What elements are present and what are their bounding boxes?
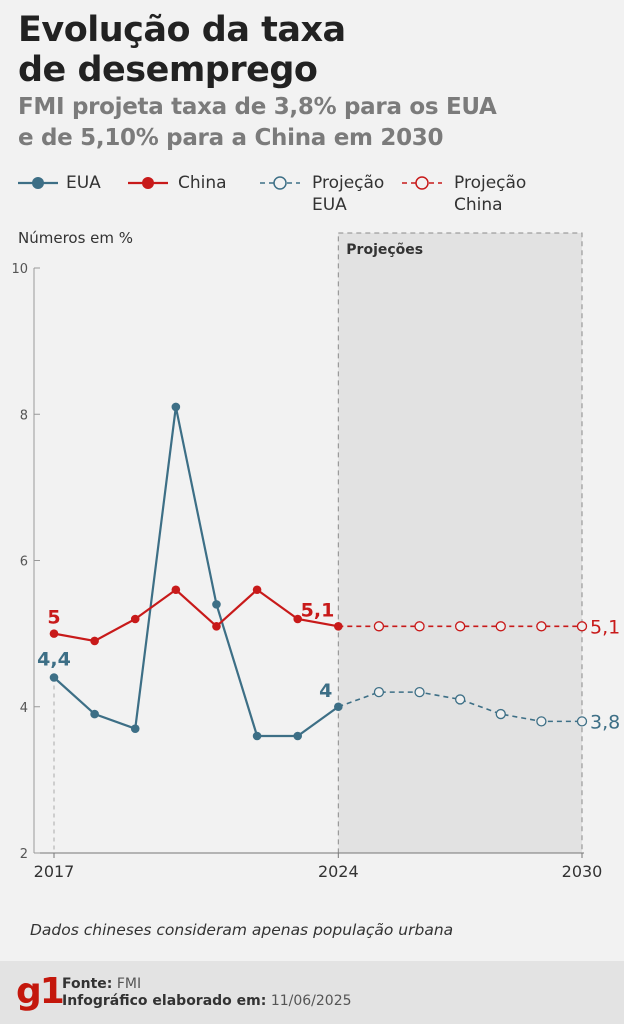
g1-logo: g1 (16, 971, 65, 1012)
source-line: Fonte: FMI (62, 976, 141, 992)
data-label-china: 5,1 (301, 599, 335, 621)
subtitle-line-1: FMI projeta taxa de 3,8% para os EUA (18, 94, 497, 120)
data-point (414, 686, 425, 698)
x-tick-label: 2017 (34, 862, 75, 881)
data-point (414, 621, 425, 632)
title-line-1: Evolução da taxa (18, 10, 346, 50)
chart-subtitle: FMI projeta taxa de 3,8% para os EUA e d… (18, 92, 618, 154)
data-point (536, 716, 547, 727)
made-label: Infográfico elaborado em: (62, 993, 267, 1009)
chart-title: Evolução da taxa de desemprego (18, 10, 608, 90)
source-value: FMI (116, 976, 142, 992)
data-point (212, 622, 221, 631)
data-point (373, 686, 385, 698)
legend-label-proj-china: Projeção China (454, 172, 526, 216)
legend-proj-eua-line-1: Projeção (312, 173, 385, 193)
data-label-china: 5,1 (590, 616, 620, 638)
y-tick-label: 2 (20, 847, 28, 862)
legend-label-proj-eua: Projeção EUA (312, 172, 384, 216)
line-chart: Projeções 10 8 6 4 2 2017 2024 2030 4,4 4 3,8 5 5,1 5,… (11, 232, 620, 881)
legend-marker-china (128, 177, 168, 189)
unit-label: Números em % (18, 229, 134, 247)
y-tick-label: 4 (20, 701, 28, 716)
x-tick-label: 2030 (562, 862, 603, 881)
data-point (334, 702, 343, 712)
legend-marker-eua (18, 177, 58, 189)
data-point (455, 621, 466, 632)
data-point (49, 673, 59, 682)
data-point (576, 621, 588, 632)
legend-label-eua: EUA (66, 173, 101, 193)
data-point (455, 694, 466, 705)
data-label-eua: 4 (319, 680, 332, 702)
data-point (252, 585, 262, 595)
data-point (171, 585, 181, 595)
y-tick-label: 8 (20, 408, 28, 423)
legend-marker-proj-eua (260, 176, 300, 190)
data-label-eua: 4,4 (37, 649, 71, 671)
data-point (90, 636, 99, 646)
data-point (130, 614, 140, 624)
data-point (576, 716, 588, 727)
data-point (373, 621, 385, 632)
data-point (495, 621, 506, 632)
projection-label: Projeções (346, 242, 423, 258)
legend-proj-eua-line-2: EUA (312, 195, 347, 215)
footer (0, 961, 624, 1024)
data-point (252, 731, 262, 741)
series-line-china (53, 588, 339, 643)
data-point (171, 402, 181, 412)
y-tick-label: 10 (11, 262, 28, 277)
legend-proj-china-line-2: China (454, 195, 503, 215)
source-label: Fonte: (62, 976, 113, 992)
data-point (536, 621, 547, 632)
data-point (130, 724, 140, 733)
data-point (293, 731, 302, 741)
legend-label-china: China (178, 173, 227, 193)
projection-band (337, 232, 583, 854)
title-line-2: de desemprego (18, 50, 318, 90)
x-tick-label: 2024 (318, 862, 359, 881)
data-point (90, 709, 99, 719)
data-label-china: 5 (47, 607, 60, 629)
legend-proj-china-line-1: Projeção (454, 173, 527, 193)
subtitle-line-2: e de 5,10% para a China em 2030 (18, 125, 444, 151)
legend-marker-proj-china (402, 176, 442, 190)
data-point (49, 629, 59, 638)
data-label-eua: 3,8 (590, 711, 620, 733)
footnote: Dados chineses consideram apenas populaç… (30, 921, 454, 939)
y-tick-label: 6 (20, 555, 28, 570)
data-point (293, 614, 302, 624)
made-date-line: Infográfico elaborado em: 11/06/2025 (62, 993, 352, 1009)
data-point (212, 600, 221, 609)
series-line-eua (53, 406, 339, 738)
made-value: 11/06/2025 (270, 993, 352, 1009)
data-point (495, 708, 506, 720)
